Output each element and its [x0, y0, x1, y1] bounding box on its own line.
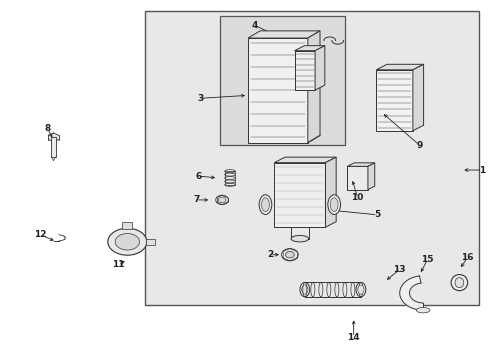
- Text: 4: 4: [251, 21, 258, 30]
- Polygon shape: [294, 46, 324, 51]
- Ellipse shape: [259, 195, 271, 215]
- Polygon shape: [314, 46, 324, 90]
- Text: 8: 8: [44, 124, 51, 133]
- Polygon shape: [247, 31, 319, 38]
- Circle shape: [281, 249, 298, 261]
- Ellipse shape: [301, 285, 307, 294]
- Bar: [347, 166, 367, 190]
- Bar: [145, 11, 478, 305]
- Ellipse shape: [115, 234, 139, 250]
- Bar: [224, 171, 235, 185]
- Bar: [294, 51, 314, 90]
- Ellipse shape: [415, 307, 429, 313]
- Bar: [274, 163, 325, 227]
- Polygon shape: [307, 31, 319, 143]
- Circle shape: [218, 197, 225, 203]
- Polygon shape: [274, 157, 335, 163]
- Bar: [145, 239, 154, 245]
- Ellipse shape: [357, 285, 364, 294]
- Polygon shape: [347, 163, 374, 166]
- Text: 6: 6: [195, 171, 201, 180]
- Bar: [122, 222, 132, 229]
- Text: 3: 3: [197, 94, 203, 103]
- Ellipse shape: [327, 195, 340, 215]
- Ellipse shape: [450, 275, 467, 291]
- Text: 5: 5: [374, 210, 380, 219]
- Text: 16: 16: [460, 253, 473, 262]
- Bar: [51, 138, 56, 157]
- Bar: [220, 15, 344, 145]
- Text: 7: 7: [193, 195, 199, 204]
- Text: 10: 10: [351, 193, 363, 202]
- Text: 15: 15: [420, 255, 433, 264]
- Bar: [290, 227, 308, 239]
- Ellipse shape: [261, 198, 269, 211]
- Bar: [376, 70, 412, 131]
- Bar: [247, 38, 307, 143]
- Ellipse shape: [329, 198, 337, 211]
- Ellipse shape: [108, 228, 146, 255]
- Polygon shape: [412, 64, 423, 131]
- Text: 13: 13: [392, 265, 405, 274]
- Text: 9: 9: [415, 141, 422, 150]
- Polygon shape: [376, 64, 423, 70]
- Polygon shape: [367, 163, 374, 190]
- Ellipse shape: [299, 282, 309, 297]
- Ellipse shape: [355, 282, 365, 297]
- Text: 12: 12: [34, 230, 47, 239]
- Text: 2: 2: [266, 250, 272, 259]
- Text: 11: 11: [112, 260, 124, 269]
- Polygon shape: [325, 157, 335, 227]
- Ellipse shape: [290, 235, 308, 242]
- Text: 1: 1: [478, 166, 485, 175]
- Polygon shape: [48, 133, 59, 142]
- Circle shape: [285, 252, 294, 258]
- Polygon shape: [395, 297, 418, 300]
- Text: 14: 14: [346, 333, 359, 342]
- Polygon shape: [399, 276, 422, 310]
- Circle shape: [215, 195, 228, 204]
- Ellipse shape: [454, 278, 463, 288]
